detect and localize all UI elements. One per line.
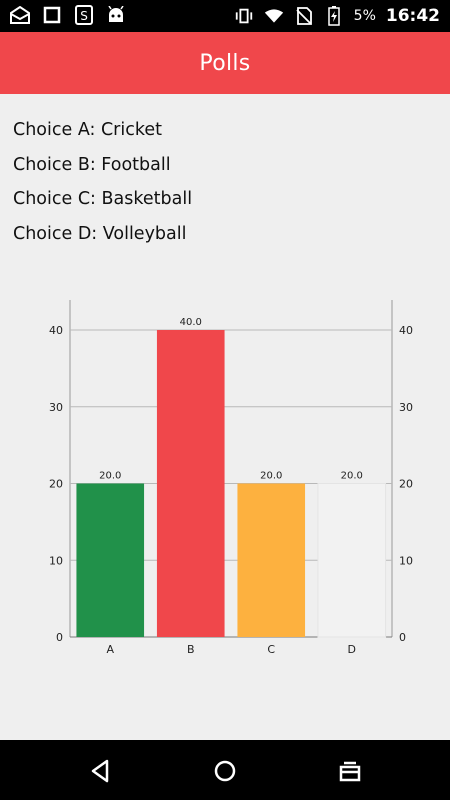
y-tick-label-left: 30 — [49, 401, 63, 414]
choice-b-label: Choice B: Football — [13, 154, 171, 175]
bar-value-label: 20.0 — [260, 471, 282, 482]
y-tick-label-left: 10 — [49, 554, 63, 567]
status-bar: S 5% 16:42 — [0, 0, 450, 32]
choice-c-label: Choice C: Basketball — [13, 189, 193, 209]
choice-a-label: Choice A: Cricket — [13, 120, 162, 140]
email-icon — [10, 5, 30, 25]
navigation-bar — [0, 740, 450, 800]
bar-d — [317, 483, 387, 638]
bar-value-label: 20.0 — [341, 471, 363, 482]
y-tick-label-right: 30 — [399, 401, 413, 414]
page-title: Polls — [199, 50, 251, 76]
y-tick-label-left: 40 — [49, 324, 63, 337]
bar-value-label: 40.0 — [180, 317, 202, 328]
square-icon — [42, 5, 62, 25]
clock: 16:42 — [385, 6, 440, 26]
svg-text:S: S — [80, 9, 88, 23]
wifi-icon — [264, 6, 284, 26]
choice-list: Choice A: Cricket Choice B: Football Cho… — [13, 116, 192, 254]
android-icon — [106, 5, 126, 25]
battery-charging-icon — [324, 6, 344, 26]
back-icon[interactable] — [85, 756, 115, 786]
choice-d-label: Choice D: Volleyball — [13, 223, 187, 244]
home-icon[interactable] — [210, 756, 240, 786]
poll-bar-chart: 0 0 10 10 20 20 30 30 40 40 20.0 A 40.0 B 20.0 C 20.0 D — [49, 300, 413, 656]
y-tick-label-right: 20 — [399, 478, 413, 491]
x-tick-label: A — [106, 643, 114, 656]
vibrate-icon — [234, 6, 254, 26]
y-tick-label-right: 10 — [399, 554, 413, 567]
y-tick-label-left: 20 — [49, 478, 63, 491]
bar-c — [237, 483, 306, 637]
x-tick-label: B — [187, 643, 195, 656]
bar-a — [76, 483, 145, 637]
bar-b — [156, 330, 225, 637]
s-app-icon: S — [74, 5, 94, 25]
x-tick-label: C — [267, 643, 275, 656]
recents-icon[interactable] — [335, 756, 365, 786]
y-tick-label-left: 0 — [56, 631, 63, 644]
y-tick-label-right: 0 — [399, 631, 406, 644]
y-tick-label-right: 40 — [399, 324, 413, 337]
app-bar: Polls — [0, 32, 450, 94]
bar-value-label: 20.0 — [99, 471, 121, 482]
x-tick-label: D — [348, 643, 356, 656]
battery-percent: 5% — [353, 8, 376, 24]
no-sim-icon — [294, 6, 314, 26]
